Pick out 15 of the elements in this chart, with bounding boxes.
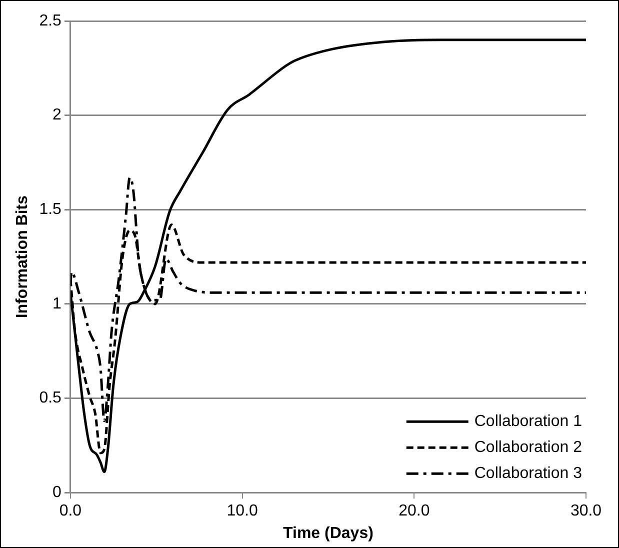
y-tick-label: 0 [52, 484, 62, 502]
legend-label: Collaboration 3 [474, 465, 582, 482]
x-tick-label: 30.0 [570, 502, 602, 520]
y-tick-label: 2 [52, 106, 62, 124]
x-tick-label: 0.0 [59, 502, 82, 520]
x-axis-title: Time (Days) [283, 524, 374, 542]
y-tick-label: 1 [52, 295, 62, 312]
legend-label: Collaboration 2 [474, 439, 582, 456]
x-tick-label: 10.0 [226, 502, 258, 520]
legend-label: Collaboration 1 [474, 413, 582, 430]
y-axis-title: Information Bits [14, 195, 32, 318]
x-tick-label: 20.0 [398, 502, 430, 520]
y-tick-label: 0.5 [39, 390, 62, 407]
y-tick-label: 1.5 [39, 201, 62, 218]
y-tick-label: 2.5 [39, 12, 62, 30]
